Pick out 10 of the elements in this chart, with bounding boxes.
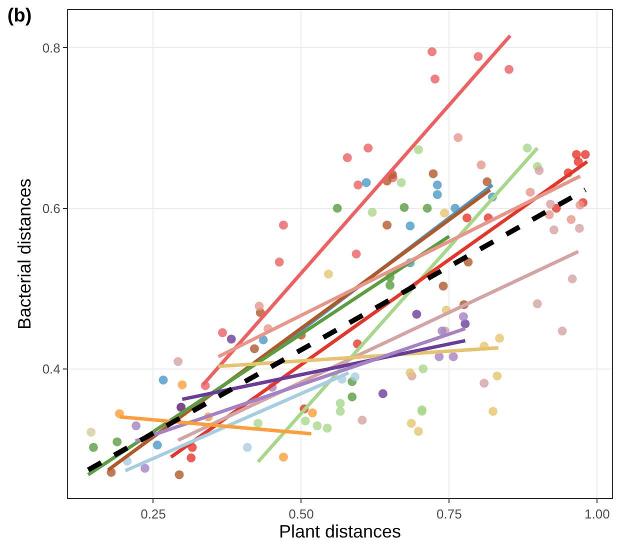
y-tick-label: 0.8 [42,40,60,56]
chart-title: (b) [7,6,32,27]
x-tick-label: 0.75 [436,506,462,522]
y-axis-title: Bacterial distances [14,178,35,330]
y-tick-label: 0.4 [42,361,60,376]
x-tick-label: 1.00 [584,506,610,522]
x-tick-label: 0.50 [288,506,314,522]
x-axis-title: Plant distances [278,522,402,542]
x-tick-label: 0.25 [140,506,166,522]
y-tick-label: 0.6 [42,200,60,216]
